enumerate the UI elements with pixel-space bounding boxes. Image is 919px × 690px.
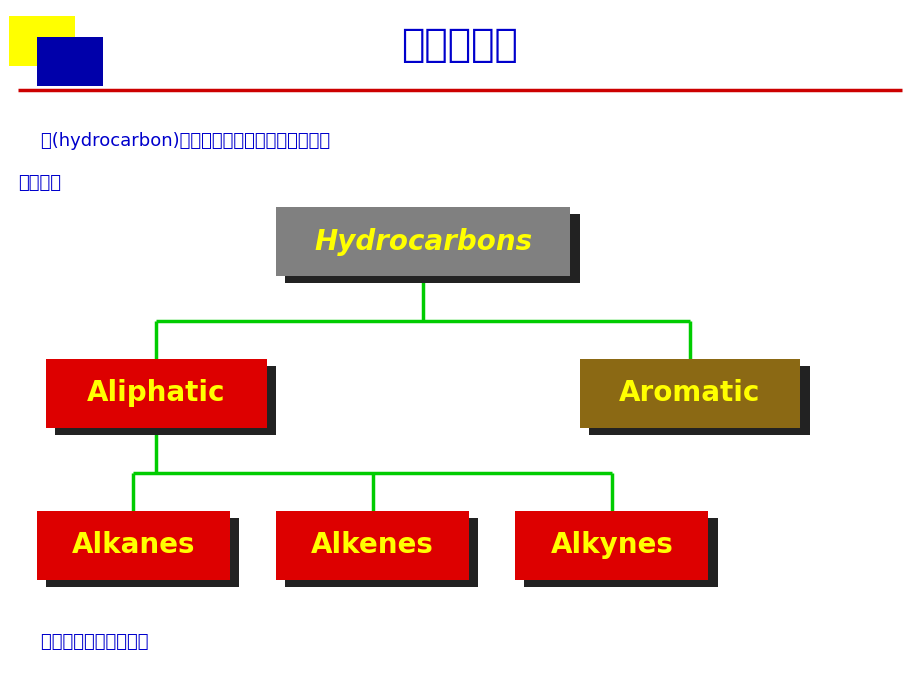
FancyBboxPatch shape xyxy=(579,359,800,428)
Text: Aliphatic: Aliphatic xyxy=(87,380,225,407)
FancyBboxPatch shape xyxy=(46,518,239,586)
FancyBboxPatch shape xyxy=(524,518,717,586)
Text: Alkynes: Alkynes xyxy=(550,531,673,559)
Text: Aromatic: Aromatic xyxy=(618,380,760,407)
FancyBboxPatch shape xyxy=(55,366,276,435)
FancyBboxPatch shape xyxy=(276,207,570,276)
Text: Hydrocarbons: Hydrocarbons xyxy=(313,228,532,255)
FancyBboxPatch shape xyxy=(276,511,469,580)
FancyBboxPatch shape xyxy=(285,214,579,283)
FancyBboxPatch shape xyxy=(37,37,103,86)
Text: 烷烃：开链的饱和烃。: 烷烃：开链的饱和烃。 xyxy=(18,633,149,651)
Text: 烷烃的概念: 烷烃的概念 xyxy=(401,26,518,64)
Text: 烃(hydrocarbon)：由碳和氢两种元素形成的有机: 烃(hydrocarbon)：由碳和氢两种元素形成的有机 xyxy=(18,132,330,150)
FancyBboxPatch shape xyxy=(285,518,478,586)
FancyBboxPatch shape xyxy=(9,16,75,66)
FancyBboxPatch shape xyxy=(515,511,708,580)
FancyBboxPatch shape xyxy=(37,511,230,580)
FancyBboxPatch shape xyxy=(46,359,267,428)
Text: Alkanes: Alkanes xyxy=(72,531,195,559)
Text: Alkenes: Alkenes xyxy=(311,531,434,559)
Text: 化合物。: 化合物。 xyxy=(18,174,62,192)
FancyBboxPatch shape xyxy=(588,366,809,435)
